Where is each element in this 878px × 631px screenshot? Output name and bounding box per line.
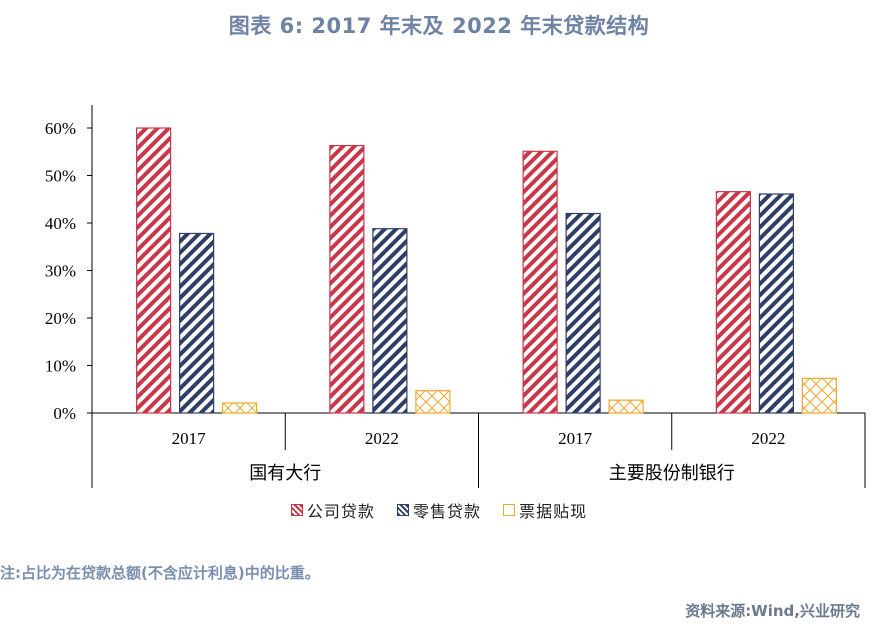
y-tick-label: 20% bbox=[45, 309, 76, 328]
bar bbox=[415, 390, 451, 414]
bar bbox=[715, 191, 751, 414]
y-tick-label: 30% bbox=[45, 262, 76, 281]
chart-note: 注:占比为在贷款总额(不含应计利息)中的比重。 bbox=[0, 564, 320, 582]
y-tick-label: 60% bbox=[45, 119, 76, 138]
bar bbox=[222, 402, 258, 414]
bar bbox=[608, 399, 644, 414]
bar bbox=[372, 228, 408, 414]
axis-labels: 0% 10% 20% 30% 40% 50% 60% 2017 2022 2017 2022 国有大行… bbox=[45, 119, 786, 483]
legend-item-retail: 零售贷款 bbox=[396, 498, 481, 522]
bar bbox=[329, 144, 365, 414]
legend-item-corporate: 公司贷款 bbox=[290, 498, 375, 522]
chart-source: 资料来源:Wind,兴业研究 bbox=[685, 602, 860, 620]
legend-label-discount: 票据贴现 bbox=[519, 502, 588, 521]
x-category-label: 2017 bbox=[172, 429, 207, 448]
legend-swatch-corporate bbox=[290, 504, 303, 516]
bar bbox=[801, 377, 837, 414]
bar-chart: 0% 10% 20% 30% 40% 50% 60% 2017 2022 2017 2022 国有大行… bbox=[45, 105, 866, 488]
x-category-label: 2022 bbox=[751, 429, 785, 448]
bar bbox=[565, 212, 601, 414]
bars bbox=[136, 127, 837, 414]
chart-title: 图表 6: 2017 年末及 2022 年末贷款结构 bbox=[228, 14, 650, 38]
legend-item-discount: 票据贴现 bbox=[503, 498, 587, 522]
y-tick-label: 10% bbox=[45, 357, 76, 376]
x-group-label: 国有大行 bbox=[249, 463, 321, 483]
x-group-label: 主要股份制银行 bbox=[609, 463, 735, 483]
legend-swatch-retail bbox=[396, 504, 409, 516]
y-tick-label: 0% bbox=[53, 404, 76, 423]
x-category-label: 2017 bbox=[558, 429, 593, 448]
legend-label-retail: 零售贷款 bbox=[412, 502, 481, 521]
legend: 公司贷款 零售贷款 票据贴现 bbox=[0, 498, 878, 522]
bar bbox=[136, 127, 172, 414]
bar bbox=[522, 150, 558, 414]
y-tick-label: 50% bbox=[45, 167, 76, 186]
legend-swatch-discount bbox=[503, 504, 516, 516]
bar bbox=[179, 232, 215, 414]
legend-label-corporate: 公司贷款 bbox=[306, 502, 375, 521]
y-tick-label: 40% bbox=[45, 214, 76, 233]
bar bbox=[758, 193, 794, 414]
x-category-label: 2022 bbox=[365, 429, 399, 448]
